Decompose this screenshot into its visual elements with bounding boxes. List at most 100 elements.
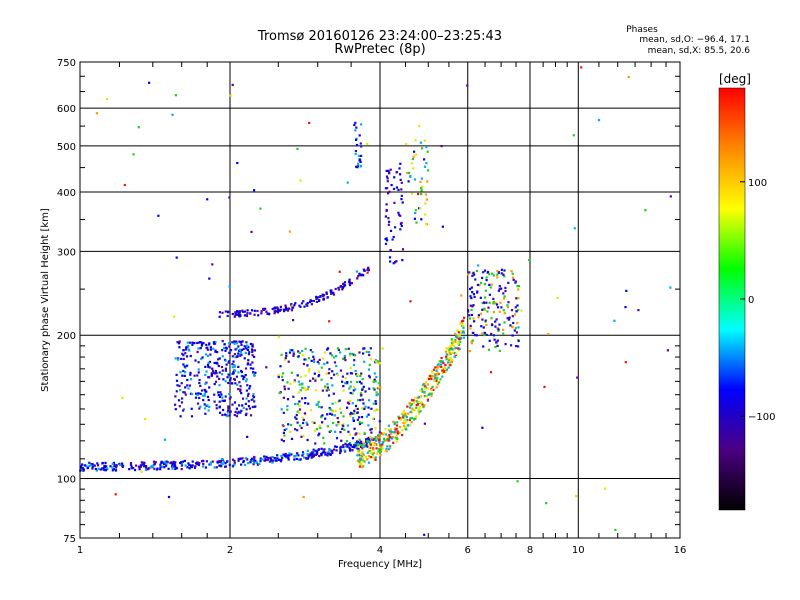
data-point — [252, 398, 255, 401]
data-point — [502, 292, 505, 295]
data-point — [221, 340, 224, 343]
data-point — [298, 304, 301, 307]
data-point — [208, 342, 211, 345]
data-point — [377, 386, 380, 389]
data-point — [494, 325, 497, 328]
data-point — [304, 402, 307, 405]
data-point — [225, 363, 228, 366]
data-point — [86, 467, 89, 470]
data-point — [244, 457, 247, 460]
data-point — [245, 389, 248, 392]
data-point — [419, 389, 422, 392]
data-point — [358, 422, 362, 426]
data-point — [211, 367, 214, 370]
data-point — [349, 444, 352, 447]
data-point — [91, 463, 94, 466]
data-point — [348, 443, 351, 446]
data-point — [483, 307, 486, 310]
data-point — [266, 312, 269, 315]
data-point — [355, 432, 358, 435]
data-point — [236, 355, 239, 358]
data-point — [317, 448, 320, 451]
data-point — [240, 343, 243, 346]
data-point — [208, 386, 211, 389]
data-point — [306, 457, 310, 460]
data-point — [187, 348, 191, 351]
data-point — [193, 342, 196, 345]
data-point — [309, 452, 312, 455]
data-point — [496, 273, 499, 276]
data-point — [379, 386, 382, 389]
data-point — [334, 410, 337, 413]
data-point — [106, 467, 109, 470]
data-point — [257, 314, 260, 317]
data-point — [545, 502, 548, 505]
data-point — [406, 171, 409, 175]
data-point — [319, 295, 322, 298]
data-point — [224, 380, 227, 383]
data-point — [349, 442, 352, 445]
data-point — [367, 351, 371, 354]
data-point — [435, 379, 438, 382]
data-point — [360, 154, 363, 157]
data-point — [462, 331, 465, 334]
data-point — [377, 437, 380, 440]
data-point — [243, 345, 246, 348]
data-point — [331, 413, 334, 416]
data-point — [350, 372, 354, 375]
data-point — [502, 328, 505, 331]
data-point — [349, 281, 352, 284]
data-point — [302, 452, 305, 455]
data-point — [240, 341, 243, 344]
data-point — [365, 350, 368, 353]
data-point — [328, 406, 331, 410]
data-point — [97, 467, 100, 470]
data-point — [203, 403, 206, 406]
data-point — [414, 396, 417, 399]
data-point — [301, 349, 304, 352]
data-point — [295, 413, 298, 417]
data-point — [215, 466, 218, 469]
data-point — [172, 315, 176, 318]
data-point — [331, 370, 334, 373]
data-point — [310, 359, 313, 362]
data-point — [371, 417, 375, 420]
data-point — [301, 386, 304, 389]
data-point — [454, 332, 457, 335]
data-point — [374, 402, 378, 405]
data-point — [247, 353, 250, 356]
data-point — [176, 384, 179, 387]
data-point — [242, 406, 245, 409]
data-point — [500, 268, 503, 271]
data-point — [197, 463, 200, 466]
data-point — [207, 361, 210, 364]
data-point — [144, 418, 147, 421]
data-point — [317, 434, 320, 437]
data-point — [119, 463, 122, 466]
data-point — [289, 382, 292, 385]
data-point — [389, 168, 392, 171]
data-point — [456, 342, 460, 345]
data-point — [234, 313, 237, 317]
data-point — [184, 464, 187, 467]
data-point — [395, 440, 398, 443]
data-point — [512, 278, 515, 281]
data-point — [247, 400, 250, 403]
data-point — [495, 318, 498, 321]
data-point — [497, 289, 500, 292]
data-point — [378, 362, 381, 365]
data-point — [580, 66, 583, 69]
data-point — [361, 378, 364, 381]
data-point — [303, 412, 306, 415]
data-point — [301, 397, 304, 400]
data-point — [346, 444, 349, 447]
data-point — [171, 113, 174, 116]
data-point — [281, 379, 284, 382]
data-point — [235, 415, 238, 418]
data-point — [142, 465, 145, 468]
data-point — [216, 460, 219, 463]
data-point — [432, 368, 436, 371]
data-point — [178, 384, 181, 388]
data-point — [297, 380, 300, 383]
data-point — [265, 459, 268, 462]
